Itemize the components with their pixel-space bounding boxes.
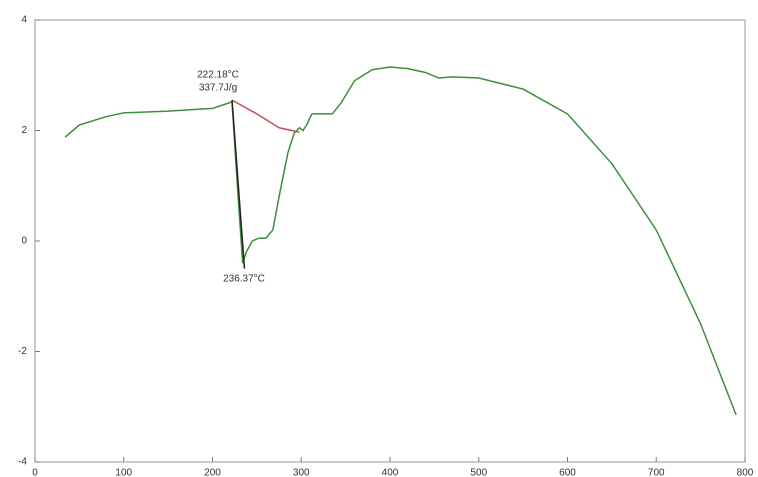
line-series xyxy=(64,66,737,416)
x-tick-label: 700 xyxy=(648,468,665,477)
x-tick-label: 800 xyxy=(737,468,754,477)
x-tick-label: 100 xyxy=(115,468,132,477)
y-tick-label: 4 xyxy=(21,15,27,26)
x-tick-label: 300 xyxy=(293,468,310,477)
y-tick-label: 0 xyxy=(21,236,27,247)
x-tick-label: 500 xyxy=(470,468,487,477)
x-tick-label: 200 xyxy=(204,468,221,477)
plot-frame xyxy=(34,19,746,463)
x-tick-label: 600 xyxy=(559,468,576,477)
line-series xyxy=(231,100,246,269)
y-tick-label: -4 xyxy=(18,457,27,468)
annotation: 236.37°C xyxy=(223,274,265,285)
y-tick-label: -2 xyxy=(18,346,27,357)
annotation: 222.18°C xyxy=(197,70,239,81)
y-tick-label: 2 xyxy=(21,125,27,136)
x-tick-label: 0 xyxy=(32,468,38,477)
x-tick-label: 400 xyxy=(382,468,399,477)
annotation: 337.7J/g xyxy=(199,83,237,94)
line-series xyxy=(231,99,300,133)
